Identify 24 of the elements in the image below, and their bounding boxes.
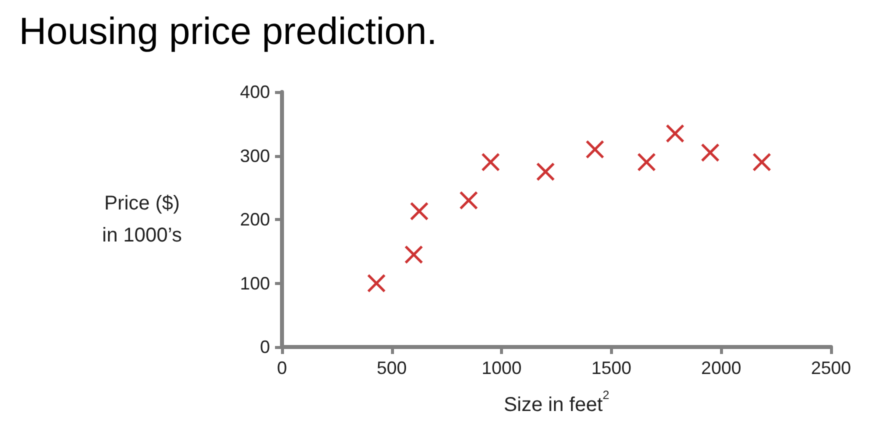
y-tick-label: 200 xyxy=(240,210,270,230)
point xyxy=(536,162,555,181)
x-tick-label: 2000 xyxy=(701,358,742,378)
x-tick-label: 1500 xyxy=(591,358,632,378)
y-tick-label: 100 xyxy=(240,273,270,294)
point xyxy=(410,202,428,220)
x-tick-label: 1000 xyxy=(482,358,522,378)
x-tick-label: 500 xyxy=(376,358,407,378)
y-tick-label: 0 xyxy=(260,337,270,357)
point xyxy=(367,274,386,292)
y-tick-label: 400 xyxy=(240,82,270,102)
point xyxy=(666,124,684,142)
point xyxy=(638,153,656,172)
point xyxy=(460,191,478,210)
point xyxy=(701,144,720,162)
point xyxy=(752,153,771,172)
x-tick-label: 0 xyxy=(276,358,288,378)
y-axis-title: Price ($) in 1000’s xyxy=(102,192,182,246)
point xyxy=(404,246,423,264)
y-tick-label: 300 xyxy=(240,146,270,166)
point xyxy=(482,153,500,172)
point xyxy=(586,140,604,158)
x-tick-label: 2500 xyxy=(810,358,852,378)
chart-title: Housing price prediction. xyxy=(19,11,438,53)
